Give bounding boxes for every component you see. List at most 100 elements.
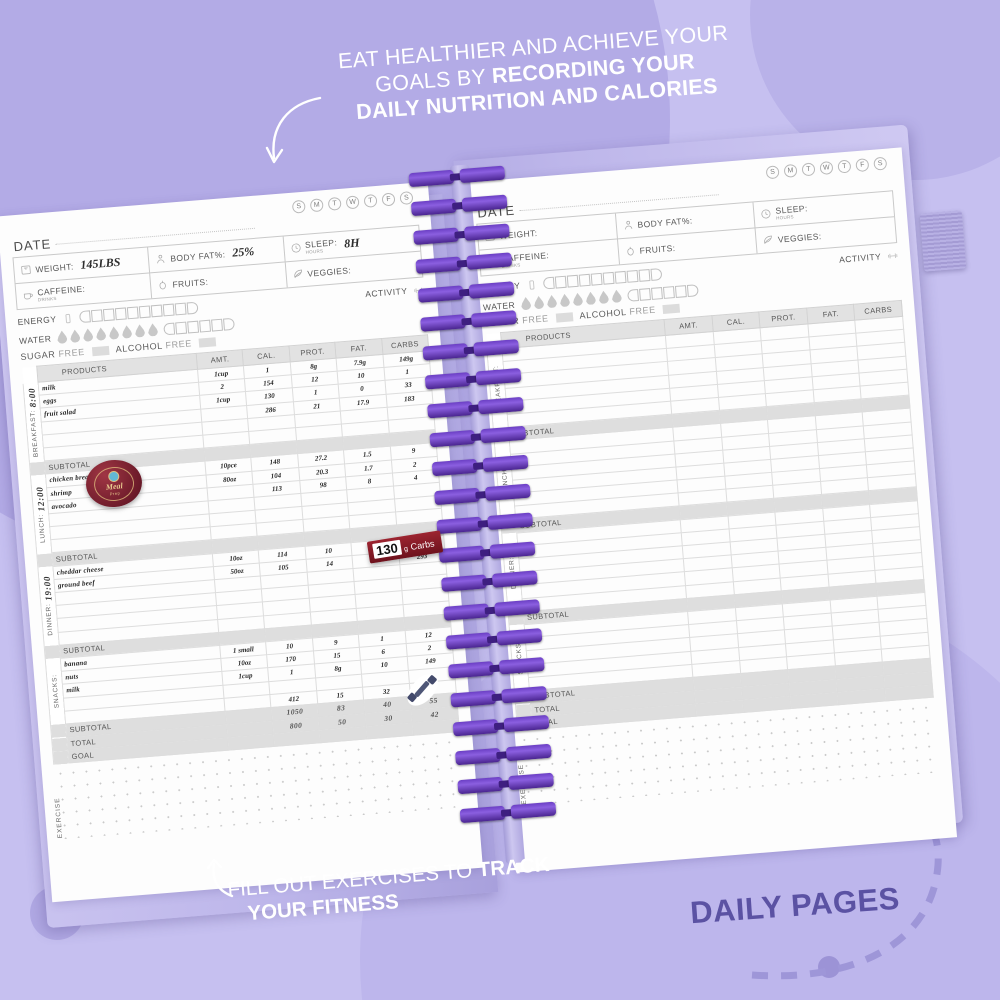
water-drop <box>534 296 545 310</box>
exercise-label: EXERCISE <box>53 796 65 839</box>
background-dot-bottom <box>818 956 840 978</box>
water-drop <box>122 325 133 339</box>
dow-thursday[interactable]: T <box>837 159 852 174</box>
dow-monday[interactable]: M <box>309 198 324 213</box>
dumbbell-sticker-icon <box>407 674 438 706</box>
meal-prep-ring: Meal Prep <box>92 464 136 503</box>
page-left: S M T W T F S DATE WEIGHT: 145LBS B <box>0 181 483 903</box>
scale-icon <box>21 265 31 275</box>
sugar-free-word-1: SUGAR <box>20 349 56 362</box>
body-fat-field[interactable]: BODY FAT%: 25% <box>148 236 286 274</box>
sleep-label: SLEEP: HOURS <box>305 237 338 255</box>
goal-fat[interactable] <box>365 722 414 740</box>
sleep-field[interactable]: SLEEP: HOURS <box>753 191 895 229</box>
caffeine-label: CAFFEINE: DRINKS <box>37 284 86 303</box>
energy-meter[interactable] <box>78 301 199 324</box>
body-fat-label: BODY FAT%: <box>169 248 226 264</box>
dow-tuesday[interactable]: T <box>801 162 816 177</box>
dow-wednesday[interactable]: W <box>819 160 834 175</box>
fruits-label: FRUITS: <box>639 242 676 256</box>
coffee-icon <box>23 293 33 300</box>
water-drop <box>147 323 158 337</box>
veggies-field[interactable]: VEGGIES: <box>285 252 422 288</box>
clock-icon <box>761 209 771 219</box>
page-left-sheet: S M T W T F S DATE WEIGHT: 145LBS B <box>0 182 483 902</box>
caffeine-field[interactable]: CAFFEINE: DRINKS <box>15 273 153 310</box>
date-label: DATE <box>12 236 52 255</box>
water-drop <box>572 292 583 306</box>
sleep-field[interactable]: SLEEP: HOURS 8H <box>283 225 421 263</box>
dow-sunday[interactable]: S <box>291 199 306 214</box>
energy-label: ENERGY <box>17 314 57 328</box>
activity-meter[interactable] <box>627 283 700 302</box>
activity-meter[interactable] <box>163 317 236 335</box>
elastic-band-closure <box>919 210 967 272</box>
fruits-field[interactable]: FRUITS: <box>150 262 288 299</box>
alcohol-free-label: ALCOHOL FREE <box>115 338 192 354</box>
alcohol-free-word-2: FREE <box>165 338 193 351</box>
sugar-free-checkbox[interactable] <box>91 345 110 356</box>
alcohol-free-checkbox[interactable] <box>198 336 217 348</box>
apple-icon <box>159 280 167 290</box>
water-drop <box>57 330 68 344</box>
energy-meter[interactable] <box>542 268 663 290</box>
goal-prot[interactable] <box>319 726 367 744</box>
bottom-caption-bold: TRACK <box>476 852 551 882</box>
sugar-free-word-2: FREE <box>58 346 86 359</box>
water-drop-tracker[interactable] <box>57 323 159 344</box>
carbs-unit: g <box>403 545 409 554</box>
body-icon <box>157 254 165 264</box>
activity-label: ACTIVITY <box>838 251 882 265</box>
water-drop-tracker[interactable] <box>521 289 623 310</box>
water-drop <box>70 329 81 343</box>
g-cal[interactable] <box>742 695 791 713</box>
water-drop <box>611 289 622 303</box>
apple-icon <box>627 246 634 256</box>
dow-monday[interactable]: M <box>783 163 798 178</box>
clock-icon <box>291 243 301 253</box>
dow-wednesday[interactable]: W <box>345 195 360 210</box>
g-fat[interactable] <box>837 688 886 706</box>
weight-value: 145LBS <box>79 254 121 272</box>
dow-sunday[interactable]: S <box>765 165 780 180</box>
sleep-sublabel: HOURS <box>775 214 795 221</box>
sleep-sublabel: HOURS <box>305 248 324 255</box>
water-drop <box>83 328 94 342</box>
body-icon <box>624 220 632 230</box>
fruits-label: FRUITS: <box>172 276 209 290</box>
body-fat-field[interactable]: BODY FAT%: <box>615 202 756 240</box>
weight-label: WEIGHT: <box>35 260 74 275</box>
battery-icon <box>65 313 71 323</box>
weight-field[interactable]: WEIGHT: 145LBS <box>13 247 151 285</box>
g-prot[interactable] <box>789 692 839 710</box>
water-drop <box>134 324 145 338</box>
water-drop <box>585 291 596 305</box>
sugar-free-checkbox[interactable] <box>555 311 573 323</box>
sleep-label: SLEEP: HOURS <box>775 203 808 221</box>
alcohol-free-word-1: ALCOHOL <box>115 340 163 355</box>
dumbbell-icon <box>887 252 898 258</box>
g-amt[interactable] <box>695 699 744 717</box>
notebook: S M T W T F S DATE WEIGHT: 145LBS B <box>0 120 967 929</box>
carbs-label: Carbs <box>409 538 436 553</box>
water-drop <box>547 295 558 309</box>
dow-thursday[interactable]: T <box>363 193 378 208</box>
dow-friday[interactable]: F <box>381 192 396 207</box>
alcohol-free-word-1: ALCOHOL <box>579 307 627 321</box>
veggies-field[interactable]: VEGGIES: <box>756 217 896 253</box>
leaf-icon <box>764 235 773 244</box>
fruits-field[interactable]: FRUITS: <box>617 228 758 265</box>
g-carbs[interactable] <box>884 684 934 702</box>
meters-row-1-right: ENERGY ACTIVITY <box>481 249 899 294</box>
battery-icon <box>529 279 535 290</box>
goal-cal[interactable] <box>273 729 321 747</box>
dow-friday[interactable]: F <box>855 158 870 173</box>
dow-saturday[interactable]: S <box>873 156 888 171</box>
veggies-label: VEGGIES: <box>306 264 352 279</box>
meal-prep-sub: Prep <box>109 490 121 497</box>
goal-amt[interactable] <box>227 733 275 751</box>
alcohol-free-label: ALCOHOL FREE <box>579 305 656 321</box>
alcohol-free-word-2: FREE <box>628 304 657 317</box>
dow-tuesday[interactable]: T <box>327 196 342 211</box>
alcohol-free-checkbox[interactable] <box>662 303 680 314</box>
